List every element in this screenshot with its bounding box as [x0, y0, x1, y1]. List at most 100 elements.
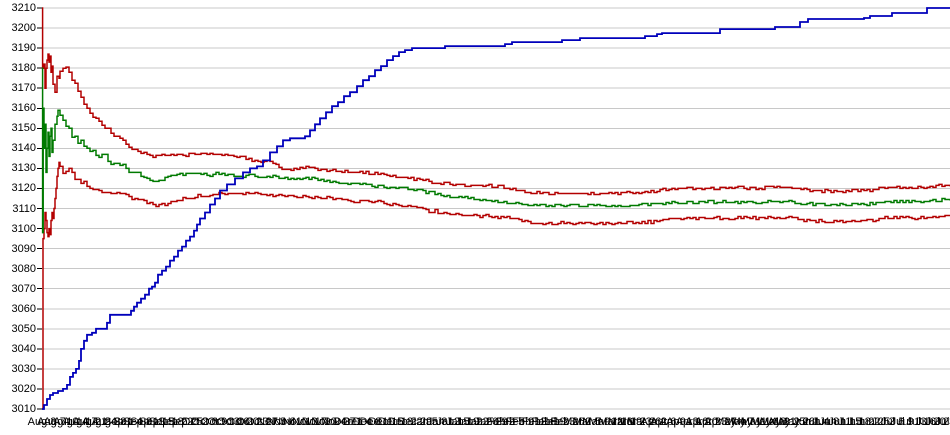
x-axis-label: Jan 12 [426, 416, 460, 428]
x-axis-label: Aug 24 [81, 416, 117, 428]
x-axis-label: Jun 25 [857, 416, 891, 428]
x-axis-label: Apr 23 [694, 416, 728, 428]
x-axis-label: Jun 1 [793, 416, 821, 428]
x-axis-label: Mar 9 [582, 416, 611, 428]
x-axis-label: Jun 22 [847, 416, 881, 428]
x-axis-label: Apr 27 [704, 416, 737, 428]
x-axis-label: Feb 9 [505, 416, 534, 428]
x-axis-label: Mar 12 [588, 416, 624, 428]
x-axis-label: Mar 5 [572, 416, 601, 428]
x-axis-label: Oct 6 [191, 416, 218, 428]
x-axis-label: Jan 15 [436, 416, 470, 428]
gridlines [42, 7, 950, 410]
x-axis-label: Feb 5 [496, 416, 525, 428]
x-axis-label: Apr 6 [650, 416, 677, 428]
y-axis-label: 3180 [11, 62, 36, 75]
x-axis-label: Oct 20 [226, 416, 259, 428]
x-axis-label: May 21 [759, 416, 796, 428]
x-axis-label: Dec 4 [343, 416, 372, 428]
y-axis-label: 3060 [11, 302, 36, 315]
x-axis-label: May 7 [724, 416, 755, 428]
y-axis-label: 3130 [11, 162, 36, 175]
y-axis-ticks [37, 7, 42, 410]
x-axis-label: Aug 3 [27, 416, 57, 428]
x-axis-label: May 14 [740, 416, 777, 428]
x-axis-label: Jul 23 [925, 416, 950, 428]
y-axis-label: 3090 [11, 242, 36, 255]
x-axis-label: Apr 9 [659, 416, 686, 428]
y-axis-label: 3040 [11, 342, 36, 355]
series-upper-band [41, 7, 950, 196]
series-lower-band [42, 161, 950, 410]
x-axis-label: Aug 7 [37, 416, 66, 428]
y-axis-label: 3190 [11, 42, 36, 55]
x-axis-label: Sep 25 [167, 416, 203, 428]
x-axis-label: Jan 19 [446, 416, 480, 428]
y-axis-label: 3210 [11, 2, 36, 14]
series-lines [41, 7, 950, 410]
x-axis-label: Mar 23 [617, 416, 652, 428]
x-axis-label: Jul 9 [890, 416, 914, 428]
x-axis-label: Apr 16 [675, 416, 709, 428]
x-axis-label: Jul 27 [935, 416, 950, 428]
x-axis-label: Jul 20 [916, 416, 946, 428]
y-axis-label: 3120 [11, 182, 36, 195]
x-axis-label: Sep 4 [113, 416, 143, 428]
x-axis-label: Jun 18 [837, 416, 871, 428]
x-axis-label: Aug 21 [72, 416, 108, 428]
y-axis-label: 3050 [11, 322, 36, 335]
x-axis-label: Dec 18 [378, 416, 414, 428]
x-axis-label: Feb 19 [531, 416, 566, 428]
x-axis-label: Aug 28 [91, 416, 127, 428]
y-axis-label: 3150 [11, 122, 36, 135]
y-axis-label: 3080 [11, 262, 36, 275]
x-axis-label: Dec 11 [359, 416, 394, 428]
y-axis-label: 3160 [11, 102, 36, 115]
x-axis-label: Sep 22 [158, 416, 194, 428]
x-axis-label: Jun 8 [812, 416, 840, 428]
y-axis-label: 3010 [11, 403, 36, 415]
x-axis-label: Oct 16 [216, 416, 250, 428]
x-axis-label: Oct 27 [245, 416, 279, 428]
x-axis-label: Mar 16 [598, 416, 633, 428]
x-axis-label: Nov 20 [301, 416, 337, 428]
x-axis-label: Apr 20 [685, 416, 718, 428]
x-axis-label: Nov 27 [320, 416, 356, 428]
series-cumulative-line [42, 7, 950, 410]
x-axis-label: Nov 24 [311, 416, 347, 428]
x-axis-label: Aug 14 [53, 416, 89, 428]
x-axis-label: Jan 29 [474, 416, 508, 428]
y-axis-label: 3100 [11, 222, 36, 235]
x-axis-label: Jun 15 [828, 416, 862, 428]
x-axis-label: Nov 13 [282, 416, 318, 428]
x-axis-label: Dec 1 [333, 416, 363, 428]
x-axis-label: Jun 4 [802, 416, 830, 428]
x-axis-label: Jul 2 [871, 416, 895, 428]
x-axis-label: Jan 5 [410, 416, 438, 428]
x-axis-label: Oct 23 [236, 416, 269, 428]
x-axis-label: Feb 16 [521, 416, 557, 428]
x-axis-label: Aug 17 [62, 416, 98, 428]
x-axis-label: Sep 11 [130, 416, 165, 428]
x-axis-label: May 18 [750, 416, 787, 428]
x-axis-label: Jun 11 [819, 416, 852, 428]
x-axis-label: Mar 2 [563, 416, 592, 428]
y-axis-label: 3020 [11, 382, 36, 395]
x-axis-label: Mar 19 [607, 416, 643, 428]
x-axis-label: Apr 2 [640, 416, 667, 428]
x-axis-label: Apr 13 [666, 416, 699, 428]
x-axis-label: Oct 2 [181, 416, 209, 428]
x-axis-label: May 25 [769, 416, 806, 428]
x-axis-label: Oct 9 [200, 416, 228, 428]
series-mid-line [41, 67, 950, 234]
x-axis-label: Jul 16 [906, 416, 936, 428]
y-axis-label: 3030 [11, 362, 36, 375]
x-axis-label: Dec 22 [387, 416, 423, 428]
y-axis-label: 3070 [11, 282, 36, 295]
x-axis-label: Jul 6 [881, 416, 905, 428]
y-axis-label: 3170 [11, 82, 36, 95]
x-axis-label: Jan 8 [420, 416, 448, 428]
x-axis-label: Jul 13 [897, 416, 927, 428]
